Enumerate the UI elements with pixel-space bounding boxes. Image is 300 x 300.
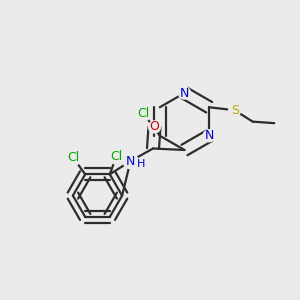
Text: N: N	[180, 86, 189, 100]
Circle shape	[123, 154, 138, 169]
Circle shape	[109, 148, 124, 164]
Text: N: N	[205, 129, 214, 142]
Text: N: N	[126, 154, 135, 168]
Circle shape	[65, 150, 81, 166]
Circle shape	[148, 121, 160, 133]
Text: S: S	[231, 104, 239, 117]
Circle shape	[229, 104, 241, 116]
Text: H: H	[136, 159, 145, 169]
Circle shape	[178, 87, 190, 99]
Text: O: O	[150, 120, 159, 134]
Text: Cl: Cl	[137, 107, 149, 120]
Text: Cl: Cl	[110, 150, 122, 163]
Circle shape	[203, 130, 215, 142]
Circle shape	[136, 106, 151, 121]
Text: Cl: Cl	[67, 151, 79, 164]
